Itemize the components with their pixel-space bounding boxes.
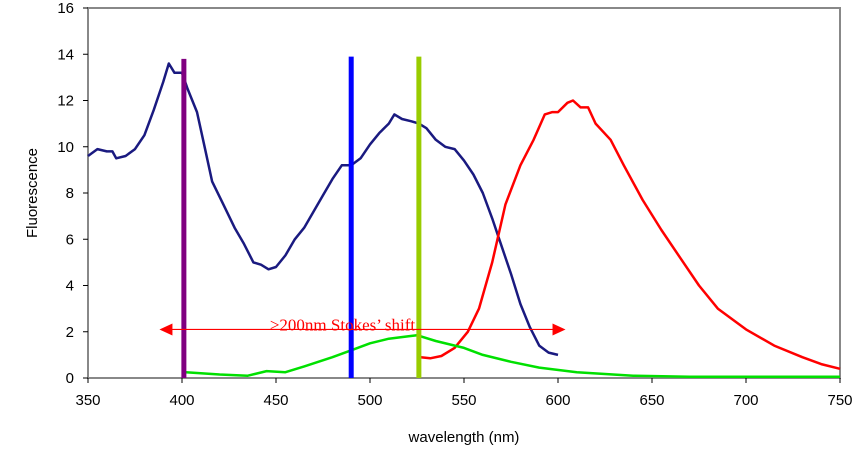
x-tick-label: 550 bbox=[451, 392, 476, 409]
arrow-head-right-icon bbox=[552, 323, 566, 336]
y-tick-label: 14 bbox=[57, 46, 74, 63]
series-line-emission-red bbox=[420, 99, 841, 371]
x-tick-label: 600 bbox=[545, 392, 570, 409]
plot-frame bbox=[87, 7, 841, 379]
x-tick-label: 700 bbox=[733, 392, 758, 409]
x-tick-label: 450 bbox=[263, 392, 288, 409]
y-axis-label: Fluorescence bbox=[24, 148, 41, 238]
y-tick-label: 6 bbox=[66, 231, 74, 248]
x-tick-label: 400 bbox=[169, 392, 194, 409]
y-tick-label: 4 bbox=[66, 278, 74, 295]
y-tick-label: 0 bbox=[66, 370, 74, 387]
x-tick-label: 650 bbox=[639, 392, 664, 409]
y-tick-label: 2 bbox=[66, 324, 74, 341]
arrow-head-left-icon bbox=[159, 323, 173, 336]
series-line-excitation bbox=[87, 62, 559, 357]
stokes-shift-label: >200nm Stokes’ shift bbox=[270, 315, 416, 334]
y-tick-label: 12 bbox=[57, 93, 74, 110]
x-axis-label: wavelength (nm) bbox=[408, 429, 520, 446]
y-tick-label: 16 bbox=[57, 0, 74, 17]
x-tick-label: 750 bbox=[827, 392, 852, 409]
y-tick-label: 8 bbox=[66, 185, 74, 202]
x-tick-label: 350 bbox=[75, 392, 100, 409]
series-line-emission-green bbox=[185, 333, 840, 379]
x-tick-label: 500 bbox=[357, 392, 382, 409]
y-tick-label: 10 bbox=[57, 139, 74, 156]
